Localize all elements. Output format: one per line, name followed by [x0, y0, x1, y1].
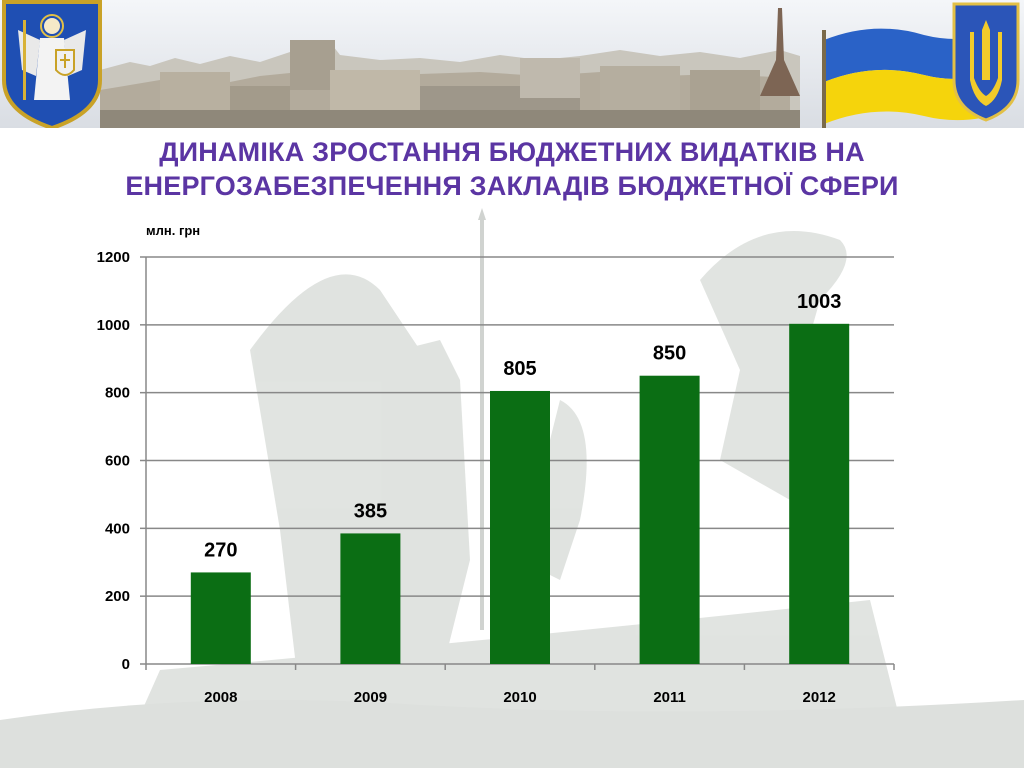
ukraine-trident-icon [952, 2, 1020, 122]
data-label: 1003 [797, 291, 842, 313]
kyiv-coat-of-arms-icon [2, 0, 102, 128]
data-label: 805 [503, 358, 536, 380]
data-label: 385 [354, 500, 387, 522]
bar [639, 375, 700, 664]
y-tick-label: 200 [105, 588, 130, 605]
x-tick-label: 2012 [803, 689, 836, 706]
header-banner [0, 0, 1024, 128]
x-tick-label: 2010 [503, 689, 536, 706]
bar [789, 323, 850, 664]
y-tick-label: 800 [105, 385, 130, 402]
x-tick-label: 2008 [204, 689, 237, 706]
data-label: 270 [204, 539, 237, 561]
y-axis-unit-label: млн. грн [146, 223, 201, 238]
title-line-2: ЕНЕРГОЗАБЕЗПЕЧЕННЯ ЗАКЛАДІВ БЮДЖЕТНОЇ СФ… [125, 171, 899, 201]
bar [490, 390, 550, 664]
data-label: 850 [653, 343, 686, 365]
bar [190, 572, 251, 664]
x-tick-label: 2009 [354, 689, 387, 706]
y-tick-label: 1000 [97, 317, 130, 334]
ukraine-flag-icon [822, 2, 1020, 128]
y-tick-label: 400 [105, 520, 130, 537]
monument-background-image [0, 208, 1024, 768]
y-tick-label: 0 [122, 656, 130, 673]
slide-title: ДИНАМІКА ЗРОСТАННЯ БЮДЖЕТНИХ ВИДАТКІВ НА… [0, 135, 1024, 203]
x-tick-label: 2011 [653, 689, 686, 706]
y-tick-label: 600 [105, 453, 130, 470]
y-tick-label: 1200 [97, 249, 130, 266]
bar [340, 533, 401, 664]
title-line-1: ДИНАМІКА ЗРОСТАННЯ БЮДЖЕТНИХ ВИДАТКІВ НА [159, 137, 865, 167]
